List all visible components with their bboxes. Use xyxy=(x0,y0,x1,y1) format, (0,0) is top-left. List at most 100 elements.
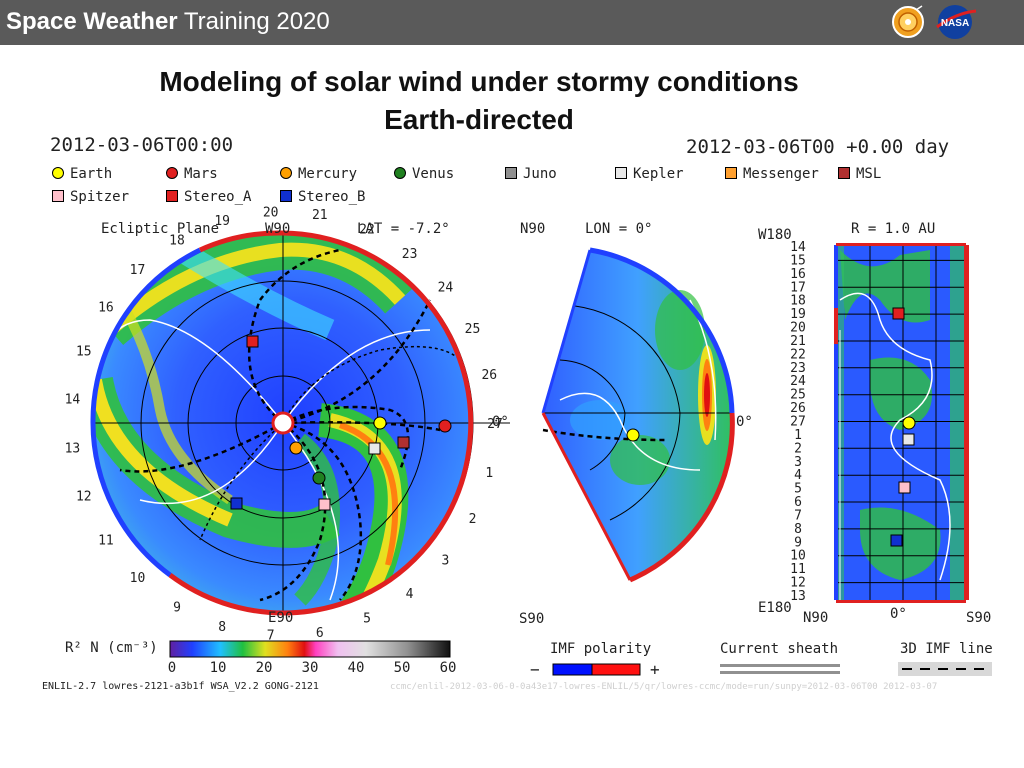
ecliptic-tick-5: 5 xyxy=(363,612,371,627)
ecliptic-zero-label: 0° xyxy=(492,414,509,430)
legend-marker-icon xyxy=(280,167,292,179)
ecliptic-tick-25: 25 xyxy=(465,322,481,337)
current-sheath-label: Current sheath xyxy=(720,641,839,657)
legend-item-earth: Earth xyxy=(52,166,112,182)
colorbar-tick-50: 50 xyxy=(394,660,411,676)
legend-label: MSL xyxy=(856,166,882,182)
legend-item-messenger: Messenger xyxy=(725,166,819,182)
radial-earth-marker xyxy=(902,416,916,430)
slide-title-line1: Modeling of solar wind under stormy cond… xyxy=(159,66,799,97)
colorbar-tick-40: 40 xyxy=(348,660,365,676)
legend-label: Mars xyxy=(184,166,218,182)
radial-e180-label: E180 xyxy=(758,600,792,616)
ecliptic-tick-27: 27 xyxy=(487,417,503,432)
ecliptic-tick-10: 10 xyxy=(130,571,146,586)
legend-label: Stereo_A xyxy=(184,189,252,205)
radial-row-25: 25 xyxy=(790,388,806,403)
radial-kepler-marker xyxy=(902,433,915,446)
ecliptic-spacecraft-markers xyxy=(230,335,452,511)
radial-row-15: 15 xyxy=(790,253,806,268)
legend-item-stereo-b: Stereo_B xyxy=(280,189,365,205)
slide-title-line2: Earth-directed xyxy=(384,104,574,135)
ecliptic-tick-9: 9 xyxy=(173,601,181,616)
radial-row-5: 5 xyxy=(794,482,802,497)
legend-label: Juno xyxy=(523,166,557,182)
mercury-marker xyxy=(289,441,303,455)
legend-item-stereo-a: Stereo_A xyxy=(166,189,251,205)
earth-marker xyxy=(373,416,387,430)
radial-row-16: 16 xyxy=(790,267,806,282)
radial-row-20: 20 xyxy=(790,321,806,336)
radial-w180-label: W180 xyxy=(758,227,792,243)
current-sheath-line-2 xyxy=(720,671,840,674)
mars-marker xyxy=(438,419,452,433)
radial-stereo-b-marker xyxy=(890,534,903,547)
radial-r-label: R = 1.0 AU xyxy=(851,221,936,237)
legend-label: Messenger xyxy=(743,166,819,182)
msl-marker xyxy=(397,436,410,449)
ecliptic-tick-1: 1 xyxy=(485,466,493,481)
ecliptic-tick-4: 4 xyxy=(406,587,414,602)
meridional-zero-label: 0° xyxy=(736,414,753,430)
lat-label: LAT = -7.2° xyxy=(357,221,450,237)
radial-row-9: 9 xyxy=(794,535,802,550)
radial-row-19: 19 xyxy=(790,307,806,322)
radial-row-2: 2 xyxy=(794,441,802,456)
ecliptic-tick-19: 19 xyxy=(214,214,230,229)
legend-marker-icon xyxy=(280,190,292,202)
header-title-rest: Training 2020 xyxy=(177,8,330,35)
ecliptic-tick-21: 21 xyxy=(312,208,328,223)
legend-marker-icon xyxy=(52,167,64,179)
e90-label: E90 xyxy=(268,610,294,626)
radial-row-11: 11 xyxy=(790,562,806,577)
sun-logo-icon xyxy=(892,5,924,38)
meridional-s90-label: S90 xyxy=(519,611,545,627)
ecliptic-tick-22: 22 xyxy=(359,222,375,237)
imf-polarity-label: IMF polarity xyxy=(550,641,652,657)
colorbar-tick-10: 10 xyxy=(210,660,227,676)
radial-row-7: 7 xyxy=(794,509,802,524)
legend-label: Mercury xyxy=(298,166,358,182)
legend-label: Spitzer xyxy=(70,189,130,205)
radial-row-22: 22 xyxy=(790,347,806,362)
ecliptic-tick-18: 18 xyxy=(169,233,185,248)
colorbar-tick-30: 30 xyxy=(302,660,319,676)
radial-row-4: 4 xyxy=(794,468,802,483)
legend-label: Stereo_B xyxy=(298,189,366,205)
radial-row-8: 8 xyxy=(794,522,802,537)
header-title: Space Weather Training 2020 xyxy=(6,8,330,36)
legend-marker-icon xyxy=(505,167,517,179)
time-left: 2012-03-06T00:00 xyxy=(50,134,234,156)
radial-row-13: 13 xyxy=(790,589,806,604)
colorbar-label: R² N (cm⁻³) xyxy=(65,640,158,656)
ecliptic-tick-20: 20 xyxy=(263,205,279,220)
imf-plus-label: + xyxy=(650,660,660,679)
nasa-logo-text: NASA xyxy=(941,18,969,29)
legend-marker-icon xyxy=(166,167,178,179)
radial-row-6: 6 xyxy=(794,495,802,510)
radial-row-24: 24 xyxy=(790,374,806,389)
header-title-bold: Space Weather xyxy=(6,8,178,35)
ecliptic-tick-26: 26 xyxy=(481,368,497,383)
ecliptic-tick-15: 15 xyxy=(76,345,92,360)
radial-row-12: 12 xyxy=(790,576,806,591)
radial-zero-label: 0° xyxy=(890,606,907,622)
ecliptic-plane-label: Ecliptic Plane xyxy=(101,221,220,237)
ecliptic-tick-8: 8 xyxy=(218,620,226,635)
radial-spitzer-marker xyxy=(898,481,911,494)
nasa-logo-icon: NASA xyxy=(936,5,977,39)
ecliptic-tick-11: 11 xyxy=(98,534,114,549)
colorbar-tick-0: 0 xyxy=(168,660,176,676)
stereo-b-marker xyxy=(230,497,243,510)
meridional-earth-marker xyxy=(626,428,640,442)
legend-marker-icon xyxy=(615,167,627,179)
ecliptic-tick-2: 2 xyxy=(469,512,477,527)
radial-row-14: 14 xyxy=(790,240,806,255)
ecliptic-tick-7: 7 xyxy=(267,629,275,644)
legend-marker-icon xyxy=(725,167,737,179)
radial-row-labels: 1415161718192021222324252627123456789101… xyxy=(790,240,806,604)
colorbar xyxy=(169,640,451,658)
legend-marker-icon xyxy=(838,167,850,179)
